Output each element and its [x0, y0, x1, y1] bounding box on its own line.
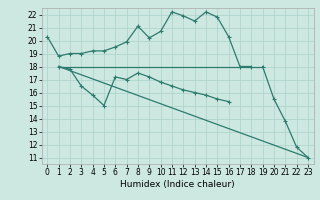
X-axis label: Humidex (Indice chaleur): Humidex (Indice chaleur) — [120, 180, 235, 189]
